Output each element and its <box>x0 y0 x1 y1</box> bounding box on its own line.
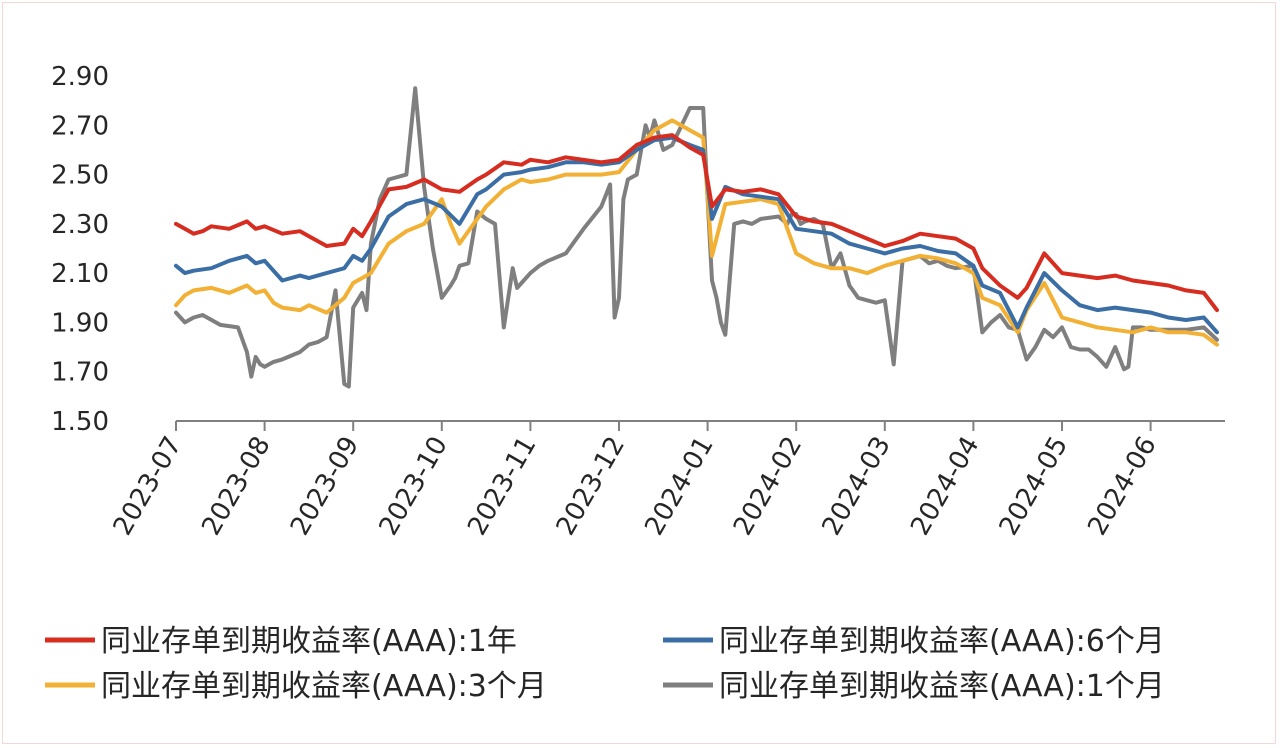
y-tick-label: 2.10 <box>51 259 109 289</box>
x-tick-label: 2023-12 <box>551 432 631 541</box>
line-chart: 2.90 2.70 2.50 2.30 2.10 1.90 1.70 1.50 2023-07… <box>45 62 1225 704</box>
y-tick-label: 1.50 <box>51 407 109 437</box>
x-tick-label: 2024-03 <box>817 432 897 541</box>
x-tick-label: 2024-02 <box>728 432 808 541</box>
legend: 同业存单到期收益率(AAA):1年 同业存单到期收益率(AAA):6个月同业存单到… <box>45 624 1165 704</box>
plot-series-lines <box>174 86 1219 389</box>
x-axis-ticks: 2023-07 2023-08 2023-09 2023-10 2023-11 2023-… <box>108 421 1163 541</box>
series-line <box>174 133 1219 313</box>
y-tick-label: 1.90 <box>51 308 109 338</box>
series-line <box>174 135 1219 335</box>
x-tick-label: 2024-04 <box>905 432 985 541</box>
x-tick-label: 2024-01 <box>639 432 719 541</box>
x-tick-label: 2023-07 <box>108 432 188 541</box>
x-tick-label: 2024-05 <box>994 432 1074 541</box>
y-tick-label: 1.70 <box>51 358 109 388</box>
y-axis-tick-labels: 2.90 2.70 2.50 2.30 2.10 1.90 1.70 1.50 <box>51 62 109 437</box>
y-tick-label: 2.90 <box>51 62 109 92</box>
y-tick-label: 2.50 <box>51 161 109 191</box>
x-tick-label: 2023-08 <box>196 432 276 541</box>
x-tick-label: 2023-09 <box>285 432 365 541</box>
legend-label: 同业存单到期收益率(AAA):6个月 <box>719 624 1165 659</box>
legend-label: 同业存单到期收益率(AAA):1个月 <box>719 669 1165 704</box>
x-tick-label: 2023-10 <box>374 432 454 541</box>
legend-label: 同业存单到期收益率(AAA):1年 <box>101 624 517 659</box>
y-tick-label: 2.70 <box>51 111 109 141</box>
x-tick-label: 2023-11 <box>462 432 542 541</box>
legend-label: 同业存单到期收益率(AAA):3个月 <box>101 669 547 704</box>
x-tick-label: 2024-06 <box>1082 432 1162 541</box>
y-tick-label: 2.30 <box>51 210 109 240</box>
